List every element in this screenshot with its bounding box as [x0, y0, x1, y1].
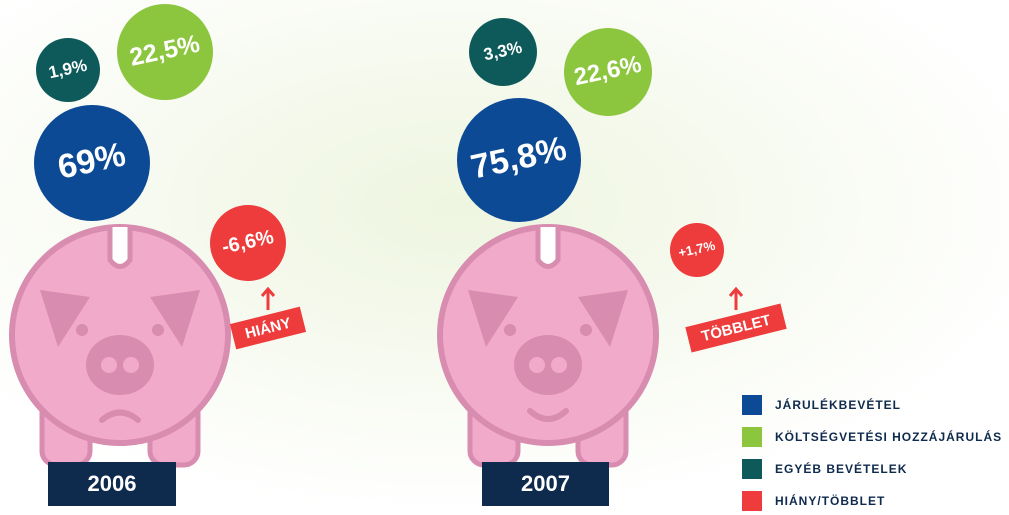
- coin-slot: [107, 227, 133, 269]
- pig-eye: [580, 324, 592, 336]
- balance-coin: [210, 205, 286, 281]
- coin-slot: [535, 227, 561, 269]
- legend-swatch: [742, 459, 762, 479]
- pig-snout: [514, 335, 582, 395]
- piggy-bank: [9, 224, 231, 468]
- year-box: [48, 462, 176, 506]
- legend-swatch: [742, 395, 762, 415]
- tag-box: [229, 306, 307, 350]
- pig-snout: [86, 335, 154, 395]
- arrow: [260, 286, 276, 310]
- pig-ear: [150, 290, 200, 347]
- legend-label: JÁRULÉKBEVÉTEL: [775, 397, 901, 412]
- piggy-bank: [437, 224, 659, 468]
- pig-mouth: [527, 408, 569, 422]
- legend-label: EGYÉB BEVÉTELEK: [775, 461, 907, 476]
- coin: [117, 4, 213, 100]
- pig-eye: [152, 324, 164, 336]
- nostril: [551, 357, 567, 373]
- nostril: [123, 357, 139, 373]
- arrow: [728, 286, 744, 310]
- nostril: [101, 357, 117, 373]
- year-label: 2006: [88, 471, 137, 496]
- coin: [564, 28, 652, 116]
- coin: [469, 18, 537, 86]
- coin: [457, 98, 581, 222]
- tag-box: [685, 303, 787, 353]
- coin: [34, 105, 150, 221]
- tag: HIÁNY: [229, 306, 307, 350]
- balance-coin: [670, 223, 724, 277]
- legend-swatch: [742, 491, 762, 511]
- pig-ear: [578, 290, 628, 347]
- legend-label: KÖLTSÉGVETÉSI HOZZÁJÁRULÁS: [775, 429, 1002, 444]
- pig-mouth: [99, 409, 141, 423]
- year-label: 2007: [521, 471, 570, 496]
- coin: [36, 38, 100, 102]
- legend-label: HIÁNY/TÖBBLET: [775, 493, 885, 508]
- legend-swatch: [742, 427, 762, 447]
- pig-eye: [504, 324, 516, 336]
- nostril: [529, 357, 545, 373]
- pig-ear: [40, 290, 90, 347]
- pig-ear: [468, 290, 518, 347]
- year-box: [482, 462, 609, 506]
- pig-eye: [76, 324, 88, 336]
